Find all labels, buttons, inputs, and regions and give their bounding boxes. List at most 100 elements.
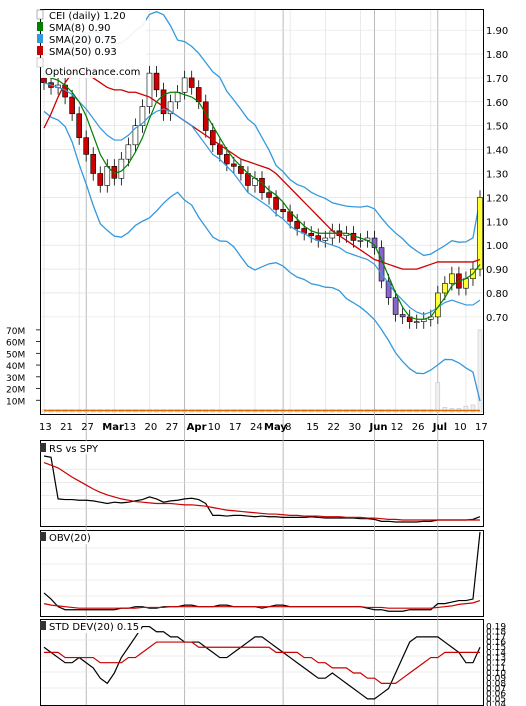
candle-body-0 (41, 77, 47, 83)
x-label-14: 22 (327, 422, 340, 433)
candle-body-19 (174, 91, 181, 103)
std-tick-11: 0.08 (486, 679, 506, 689)
legend-swatch-4 (36, 57, 44, 68)
std-line-1 (44, 641, 480, 684)
candle-body-17 (160, 89, 167, 115)
rs-line-1 (43, 462, 480, 521)
candle-body-23 (202, 101, 209, 131)
legend-label-3: SMA(50) 0.93 (49, 47, 117, 58)
std-tick-7: 0.12 (486, 659, 506, 669)
volume-bar-62 (477, 329, 483, 413)
volume-tick-2: 50M (6, 350, 25, 360)
x-label-18: 26 (412, 422, 425, 433)
price-tick-4: 1.50 (486, 122, 508, 133)
price-tick-5: 1.40 (486, 146, 508, 157)
price-tick-0: 1.90 (486, 26, 508, 37)
price-tick-12: 0.70 (486, 313, 508, 324)
legend-swatch-0 (36, 9, 44, 20)
candle-body-13 (132, 125, 139, 146)
std-tick-15: 0.04 (486, 700, 506, 706)
std-tick-5: 0.14 (486, 648, 506, 658)
candle-body-26 (224, 154, 230, 165)
x-label-12: 8 (285, 422, 291, 433)
candle-body-32 (266, 192, 272, 198)
candle-body-40 (322, 237, 329, 241)
rs-legend-swatch (40, 443, 46, 452)
volume-tick-4: 30M (6, 374, 25, 384)
candles (41, 65, 483, 329)
price-tick-7: 1.20 (486, 193, 508, 204)
x-label-10: 24 (250, 422, 263, 433)
legend-swatch-1 (37, 22, 43, 31)
price-tick-3: 1.60 (486, 98, 508, 109)
legend-label-2: SMA(20) 0.75 (49, 35, 117, 46)
candle-body-4 (69, 96, 75, 115)
x-label-1: 21 (60, 422, 73, 433)
price-tick-1: 1.80 (486, 50, 508, 61)
x-label-9: 17 (229, 422, 242, 433)
std-tick-12: 0.07 (486, 685, 506, 695)
x-label-13: 15 (306, 422, 319, 433)
rs-panel (40, 440, 484, 527)
candle-body-5 (76, 113, 82, 138)
std-tick-2: 0.17 (486, 633, 506, 643)
candle-body-24 (209, 130, 216, 146)
rs-legend-label: RS vs SPY (49, 444, 99, 455)
x-label-21: 17 (475, 422, 488, 433)
candle-body-38 (308, 232, 315, 236)
std-legend-label: STD DEV(20) 0.15 (49, 622, 139, 633)
legend-swatch-2 (37, 34, 43, 43)
std-tick-1: 0.18 (486, 628, 506, 638)
x-label-3: Mar (102, 422, 124, 433)
std-line-0 (43, 625, 481, 700)
std-tick-4: 0.15 (486, 643, 506, 653)
candle-body-20 (181, 77, 188, 93)
x-label-20: 10 (454, 422, 467, 433)
sma50-line (43, 70, 481, 270)
x-label-15: 30 (348, 422, 361, 433)
candle-body-15 (146, 72, 153, 107)
volume-bar-56 (435, 382, 441, 413)
volume-tick-5: 20M (6, 386, 25, 396)
candle-body-27 (231, 163, 237, 167)
obv-legend-swatch (40, 532, 46, 541)
x-label-5: 20 (144, 422, 157, 433)
volume-bar-57 (442, 407, 448, 413)
obv-legend: OBV(20) (40, 531, 101, 544)
candle-body-8 (97, 173, 104, 186)
candle-body-60 (463, 278, 469, 289)
legend-label-4: OptionChance.com (45, 67, 140, 78)
candle-body-18 (167, 101, 174, 115)
grid-lines (41, 10, 483, 705)
std-legend-swatch (40, 621, 46, 630)
x-label-8: 10 (208, 422, 221, 433)
legend-label-0: CEI (daily) 1.20 (49, 11, 126, 22)
candle-body-33 (273, 197, 279, 210)
x-label-4: 13 (123, 422, 136, 433)
price-tick-6: 1.30 (486, 170, 508, 181)
obv-line-0 (43, 531, 481, 612)
price-tick-2: 1.70 (486, 74, 508, 85)
price-tick-11: 0.80 (486, 289, 508, 300)
std-tick-0: 0.19 (486, 623, 506, 633)
x-label-0: 13 (39, 422, 52, 433)
std-tick-3: 0.16 (486, 638, 506, 648)
std-tick-9: 0.10 (486, 669, 506, 679)
price-tick-8: 1.10 (486, 217, 508, 228)
obv-line-1 (43, 600, 481, 609)
tick-labels: 1.90 1.80 1.70 1.60 1.50 1.40 1.30 1.20 1.10 1.00… (6, 26, 508, 706)
candle-body-21 (188, 77, 195, 88)
price-tick-9: 1.00 (486, 241, 508, 252)
candle-body-53 (413, 321, 420, 323)
volume-tick-6: 10M (6, 397, 25, 407)
sma8-line (43, 72, 481, 320)
sma20-line (43, 82, 481, 316)
std-tick-14: 0.05 (486, 695, 506, 705)
x-label-16: Jun (369, 422, 388, 433)
candle-body-62 (477, 197, 483, 270)
price-tick-10: 0.90 (486, 265, 508, 276)
volume-tick-3: 40M (6, 362, 25, 372)
candle-body-7 (90, 154, 97, 174)
